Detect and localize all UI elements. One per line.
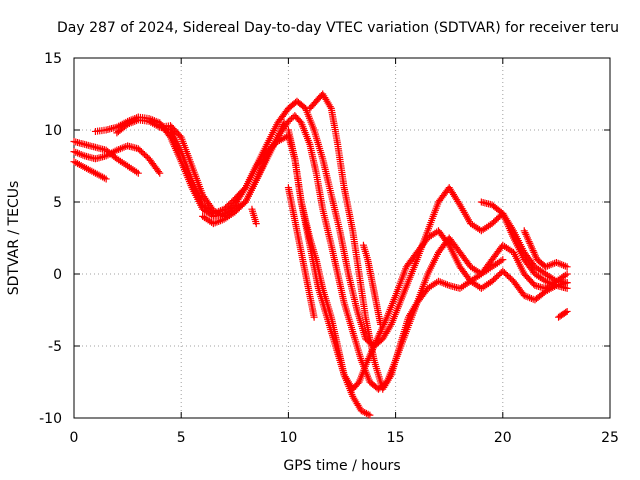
y-tick-label: 10 [44,123,62,139]
data-point [455,199,463,207]
series-track-9 [306,90,507,393]
series-track-15 [555,307,571,321]
y-tick-label: 5 [53,195,62,211]
y-tick-label: -10 [39,411,62,427]
series-track-1 [70,138,142,177]
x-tick-label: 20 [494,430,512,446]
data-point [563,284,571,292]
x-axis: 0 5 10 15 20 25 [70,58,619,446]
y-tick-label: 0 [53,267,62,283]
x-tick-label: 15 [387,430,405,446]
x-axis-label: GPS time / hours [283,458,400,474]
data-point [156,169,164,177]
data-point [280,119,288,127]
series-track-13 [477,198,571,292]
data-point [102,175,110,183]
y-axis-label: SDTVAR / TECUs [6,181,22,296]
x-tick-label: 0 [70,430,79,446]
data-point [563,263,571,271]
data-point [377,320,385,328]
series-track-10 [284,184,318,321]
y-tick-label: 15 [44,51,62,67]
series-track-14 [520,227,571,271]
data-point [252,220,260,228]
data-point [364,410,372,418]
data-point [563,270,571,278]
data-point [361,409,369,417]
data-point [155,168,163,176]
chart-title: Day 287 of 2024, Sidereal Day-to-day VTE… [57,20,619,36]
data-point [134,169,142,177]
data-point [362,409,370,417]
series-track-6 [156,97,571,350]
series-track-12 [359,241,385,328]
data-point [366,411,374,419]
data-point [357,407,365,415]
data-point [563,307,571,315]
series-track-2 [70,158,110,183]
series-track-7 [199,119,288,228]
plot-frame [73,57,611,419]
series-track-11 [248,205,260,228]
data-point [562,308,570,316]
y-tick-label: -5 [48,339,62,355]
x-tick-label: 5 [177,430,186,446]
y-axis: -10 -5 0 5 10 15 [39,51,610,427]
data-point [359,408,367,416]
x-tick-label: 25 [601,430,619,446]
data-point [310,313,318,321]
data-point [499,256,507,264]
series-track-3 [70,142,164,177]
data-points [70,90,571,419]
x-tick-label: 10 [279,430,297,446]
series-track-8 [284,126,374,419]
